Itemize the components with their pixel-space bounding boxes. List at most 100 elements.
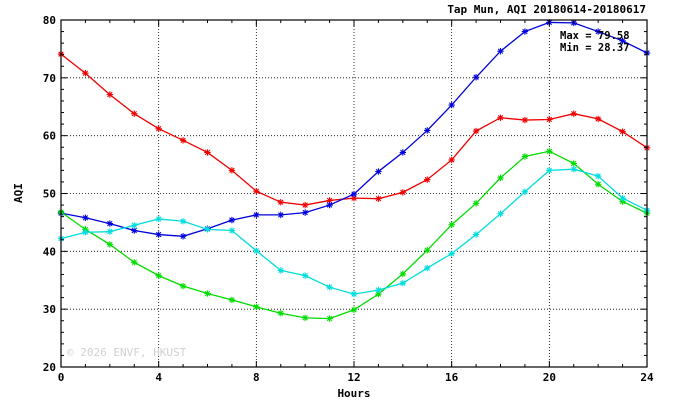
series-point-0 — [155, 125, 162, 132]
series-point-3 — [106, 228, 114, 235]
marker-stroke — [253, 188, 260, 194]
marker-stroke — [619, 128, 626, 135]
marker-stroke — [424, 176, 430, 183]
series-point-3 — [131, 222, 138, 229]
marker-stroke — [229, 167, 235, 174]
marker-stroke — [497, 175, 504, 181]
series-point-1 — [424, 127, 431, 134]
marker-stroke — [302, 202, 308, 208]
series-point-1 — [179, 233, 187, 240]
series-point-0 — [204, 149, 211, 156]
series-point-0 — [228, 167, 236, 174]
marker-stroke — [595, 181, 601, 187]
marker-stroke — [180, 218, 186, 224]
series-point-1 — [277, 211, 284, 219]
series-point-3 — [424, 264, 431, 272]
marker-stroke — [522, 28, 528, 35]
marker-stroke — [546, 116, 553, 123]
series-point-0 — [472, 127, 480, 135]
series-point-3 — [82, 229, 89, 236]
series-point-2 — [546, 148, 553, 155]
series-point-2 — [424, 246, 431, 254]
x-tick-label: 20 — [543, 371, 556, 384]
series-point-2 — [350, 306, 358, 313]
marker-stroke — [546, 167, 553, 174]
series-point-0 — [546, 116, 553, 123]
marker-stroke — [522, 117, 528, 123]
marker-stroke — [546, 148, 553, 154]
x-tick-label: 0 — [58, 371, 65, 384]
x-axis-label: Hours — [337, 387, 370, 400]
marker-stroke — [424, 127, 430, 134]
series-point-3 — [399, 279, 407, 287]
marker-stroke — [448, 222, 455, 228]
series-point-0 — [570, 110, 577, 117]
marker-stroke — [400, 280, 406, 286]
marker-stroke — [375, 196, 382, 202]
marker-stroke — [448, 157, 455, 163]
marker-stroke — [155, 126, 162, 132]
x-tick-label: 16 — [445, 371, 459, 384]
series-point-1 — [594, 28, 602, 35]
series-point-2 — [448, 221, 455, 228]
marker-stroke — [400, 271, 406, 277]
x-tick-label: 24 — [640, 371, 654, 384]
series-point-3 — [204, 226, 211, 233]
marker-stroke — [204, 226, 211, 233]
series-point-0 — [106, 91, 114, 98]
min-annotation: Min = 28.37 — [560, 42, 630, 54]
marker-stroke — [155, 272, 162, 279]
marker-stroke — [473, 128, 479, 134]
marker-stroke — [326, 315, 333, 322]
series-point-1 — [301, 209, 309, 216]
series-point-3 — [277, 267, 284, 274]
marker-stroke — [82, 70, 89, 76]
series-point-3 — [375, 286, 382, 294]
series-point-2 — [594, 181, 602, 188]
marker-stroke — [473, 231, 479, 238]
grid-lines — [61, 20, 647, 367]
marker-stroke — [155, 216, 162, 222]
series-point-2 — [521, 153, 529, 160]
marker-stroke — [131, 110, 137, 117]
series-point-0 — [375, 195, 382, 202]
marker-stroke — [180, 137, 186, 143]
series-point-1 — [472, 74, 480, 81]
marker-stroke — [571, 160, 577, 167]
series-point-0 — [131, 110, 138, 117]
marker-stroke — [619, 195, 626, 201]
marker-stroke — [107, 220, 113, 227]
marker-stroke — [229, 217, 235, 223]
series-point-0 — [594, 115, 602, 123]
marker-stroke — [400, 149, 406, 156]
series-point-1 — [253, 211, 260, 219]
series-point-0 — [277, 198, 284, 206]
series-point-0 — [619, 128, 626, 135]
marker-stroke — [278, 310, 284, 316]
series-point-2 — [131, 259, 138, 266]
series-point-2 — [277, 310, 284, 317]
marker-stroke — [278, 212, 284, 218]
series-point-3 — [497, 210, 504, 217]
series-point-0 — [399, 189, 407, 196]
series-point-2 — [326, 315, 333, 322]
series-point-1 — [521, 28, 529, 35]
marker-stroke — [448, 250, 455, 257]
series-point-3 — [179, 218, 187, 225]
marker-stroke — [107, 241, 113, 248]
marker-stroke — [326, 284, 333, 290]
y-tick-label: 30 — [43, 303, 56, 316]
series-point-1 — [350, 190, 358, 198]
series-point-2 — [570, 160, 577, 167]
x-tick-label: 8 — [253, 371, 260, 384]
series-point-3 — [350, 290, 358, 298]
marker-stroke — [131, 227, 137, 234]
marker-stroke — [278, 267, 284, 274]
series-point-2 — [301, 314, 309, 322]
marker-stroke — [253, 304, 260, 310]
series-point-1 — [375, 168, 382, 175]
marker-stroke — [473, 200, 479, 207]
series-point-0 — [82, 70, 89, 77]
marker-stroke — [522, 189, 528, 195]
